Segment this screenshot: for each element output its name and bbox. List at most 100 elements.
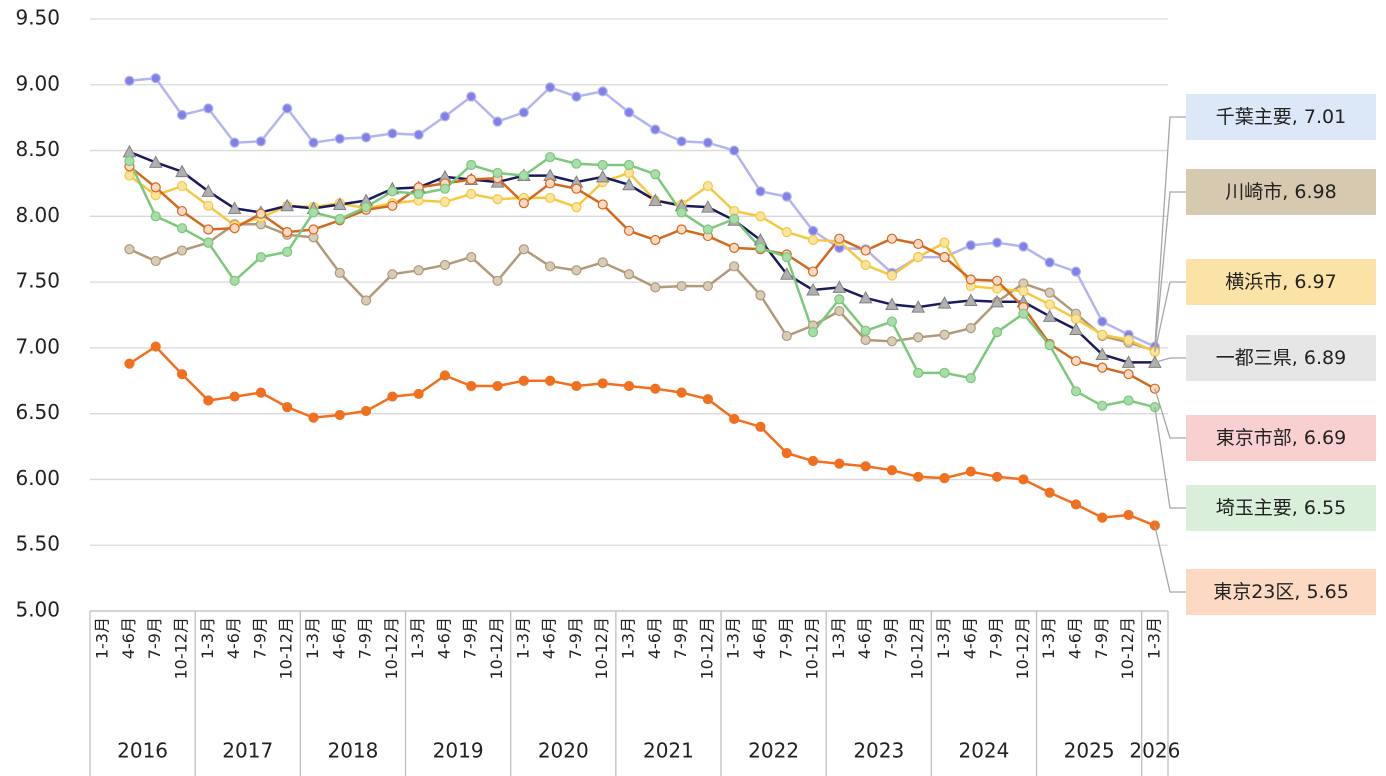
end-label: 川崎市, 6.98: [1225, 181, 1336, 203]
data-point: [122, 144, 137, 158]
data-point: [622, 177, 636, 191]
data-point: [518, 107, 529, 118]
end-label: 横浜市, 6.97: [1225, 271, 1336, 293]
data-point: [991, 237, 1003, 248]
data-point: [676, 136, 687, 147]
data-point: [1123, 334, 1134, 346]
data-point: [702, 224, 713, 235]
data-point: [860, 325, 871, 336]
data-point: [832, 280, 847, 293]
data-point: [229, 275, 240, 286]
x-tick-label: 1-3月: [198, 617, 217, 659]
data-point: [439, 111, 451, 122]
data-point: [150, 182, 161, 193]
data-point: [334, 267, 345, 279]
data-point: [387, 128, 398, 139]
data-point: [282, 227, 293, 238]
y-tick-label: 5.50: [15, 532, 60, 556]
data-point: [413, 265, 424, 276]
data-point: [1121, 355, 1136, 368]
data-point: [439, 370, 451, 381]
data-point: [518, 198, 529, 209]
data-point: [545, 261, 556, 272]
data-point: [124, 75, 135, 86]
data-point: [280, 198, 295, 212]
data-point: [623, 269, 635, 280]
data-point: [885, 297, 899, 310]
data-point: [466, 188, 477, 200]
x-tick-label: 7-9月: [1092, 617, 1111, 659]
y-tick-label: 9.50: [15, 6, 60, 30]
separator: ,: [1292, 427, 1304, 449]
data-point: [1044, 299, 1055, 310]
data-point: [807, 266, 819, 277]
data-point: [755, 186, 766, 197]
year-label: 2016: [117, 739, 168, 763]
data-point: [729, 413, 740, 425]
data-point: [755, 242, 766, 254]
data-point: [176, 205, 188, 217]
data-point: [571, 380, 582, 392]
data-point: [858, 290, 873, 304]
data-point: [648, 193, 663, 207]
data-point: [991, 471, 1003, 482]
year-label: 2018: [327, 739, 378, 763]
data-point: [623, 380, 635, 392]
leader-line: [1154, 191, 1186, 351]
data-point: [991, 275, 1003, 286]
series-line: [128, 155, 1156, 409]
data-point: [334, 213, 345, 225]
data-point: [124, 244, 135, 255]
x-tick-label: 1-3月: [1039, 617, 1058, 659]
data-point: [597, 257, 608, 268]
end-label: 東京23区, 5.65: [1213, 581, 1349, 603]
year-label: 2023: [853, 739, 904, 763]
data-point: [1070, 313, 1082, 325]
x-tick-label: 7-9月: [356, 617, 375, 659]
x-tick-label: 4-6月: [434, 617, 453, 659]
data-point: [150, 341, 161, 352]
x-tick-label: 4-6月: [119, 617, 138, 659]
data-point: [597, 378, 608, 389]
data-point: [518, 375, 529, 386]
data-point: [466, 252, 477, 263]
data-point: [729, 261, 740, 272]
data-point: [860, 334, 871, 346]
data-point: [990, 294, 1004, 308]
data-point: [227, 201, 242, 214]
data-point: [913, 332, 924, 343]
data-point: [729, 145, 740, 156]
data-point: [965, 274, 976, 285]
data-point: [860, 245, 871, 256]
data-point: [807, 234, 819, 246]
separator: ,: [1292, 347, 1304, 369]
label-box: [1186, 169, 1376, 215]
x-tick-label: 10-12月: [803, 617, 822, 680]
year-label: 2025: [1064, 739, 1115, 763]
data-point: [387, 269, 398, 280]
year-label: 2021: [643, 739, 694, 763]
x-tick-label: 1-3月: [619, 617, 638, 659]
data-point: [834, 233, 845, 244]
data-point: [834, 458, 845, 469]
data-point: [203, 224, 214, 235]
data-point: [597, 199, 608, 210]
data-point: [308, 412, 319, 423]
x-tick-label: 10-12月: [172, 617, 191, 680]
data-point: [439, 196, 451, 207]
data-point: [623, 225, 635, 236]
x-tick-label: 1-3月: [303, 617, 322, 659]
y-tick-label: 8.50: [15, 137, 60, 161]
data-point: [229, 137, 240, 148]
series-name: 一都三県: [1216, 347, 1292, 369]
data-point: [965, 373, 976, 384]
data-point: [597, 159, 608, 171]
data-point: [1070, 386, 1082, 397]
series-name: 埼玉主要: [1216, 497, 1292, 519]
data-point: [729, 242, 740, 254]
separator: ,: [1294, 581, 1306, 603]
data-point: [834, 294, 845, 305]
x-tick-label: 10-12月: [1013, 617, 1032, 680]
data-point: [991, 327, 1003, 338]
data-point: [360, 405, 372, 417]
